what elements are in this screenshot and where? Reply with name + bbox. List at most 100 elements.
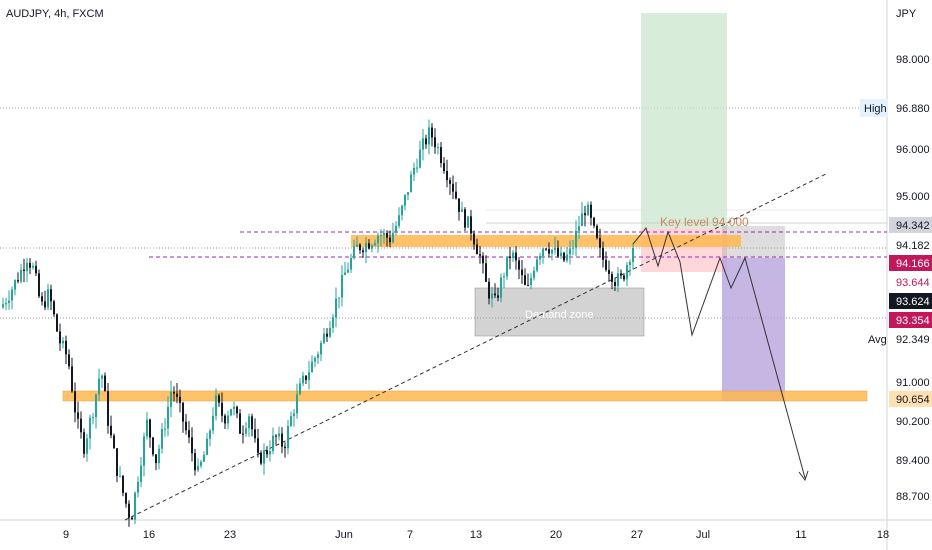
candle-body xyxy=(212,415,214,431)
candle-body xyxy=(290,416,292,427)
time-tick-label: 13 xyxy=(470,529,482,541)
candle-body xyxy=(74,391,76,413)
price-label-value: 94.166 xyxy=(896,258,930,270)
candle-body xyxy=(266,450,268,455)
price-tick-label: 88.700 xyxy=(896,491,930,503)
candle-body xyxy=(407,192,409,195)
candle-body xyxy=(488,281,490,299)
candle-body xyxy=(347,269,349,273)
candle-body xyxy=(14,280,16,290)
candle-body xyxy=(158,448,160,464)
candle-body xyxy=(110,425,112,436)
candle-body xyxy=(572,247,574,249)
candle-body xyxy=(203,454,205,462)
key-level-label: Key level 94.000 xyxy=(660,215,749,229)
candle-body xyxy=(617,273,619,286)
candle-body xyxy=(485,263,487,282)
candle-body xyxy=(236,406,238,414)
time-tick-label: 27 xyxy=(631,529,643,541)
candle-body xyxy=(128,503,130,518)
candle-body xyxy=(221,402,223,416)
price-tick-label: 95.000 xyxy=(896,191,930,203)
candle-body xyxy=(437,147,439,149)
candle-body xyxy=(416,167,418,169)
support-zone[interactable] xyxy=(62,390,868,402)
candle-body xyxy=(41,296,43,302)
demand-zone[interactable] xyxy=(474,287,645,337)
candle-body xyxy=(251,416,253,430)
time-tick-label: Jul xyxy=(696,529,710,541)
candle-body xyxy=(176,393,178,397)
candle-body xyxy=(500,277,502,298)
trendline[interactable] xyxy=(124,172,829,521)
candle-body xyxy=(86,438,88,454)
candle-body xyxy=(2,304,4,308)
candle-body xyxy=(515,252,517,261)
price-axis[interactable]: 98.000 96.000 95.000 91.000 90.200 89.400 88.7… xyxy=(896,54,930,503)
candle-body xyxy=(218,395,220,403)
candle-body xyxy=(125,493,127,504)
price-label-box xyxy=(889,274,932,290)
price-label-value: 93.644 xyxy=(896,277,930,289)
avg-value: 92.349 xyxy=(896,334,930,346)
candle-body xyxy=(59,331,61,344)
candle-body xyxy=(5,303,7,305)
candle-body xyxy=(377,235,379,244)
supply-zone[interactable] xyxy=(351,235,741,247)
candle-body xyxy=(473,233,475,245)
candle-body xyxy=(506,256,508,277)
price-unit: JPY xyxy=(896,8,917,20)
candle-body xyxy=(440,147,442,164)
candle-body xyxy=(542,248,544,256)
short-target-zone[interactable] xyxy=(722,258,785,401)
candle-body xyxy=(107,391,109,426)
candle-body xyxy=(512,252,514,259)
candle-body xyxy=(170,391,172,407)
candle-body xyxy=(563,252,565,261)
candle-body xyxy=(434,137,436,148)
candle-body xyxy=(494,293,496,296)
candle-body xyxy=(299,383,301,395)
candle-body xyxy=(68,354,70,367)
candle-body xyxy=(230,409,232,416)
candle-body xyxy=(194,453,196,471)
candle-body xyxy=(560,252,562,257)
candle-body xyxy=(239,413,241,434)
candle-body xyxy=(317,354,319,358)
candle-body xyxy=(323,333,325,343)
candle-body xyxy=(293,413,295,417)
long-target-zone[interactable] xyxy=(641,13,727,228)
candle-body xyxy=(155,454,157,464)
candle-body xyxy=(620,273,622,276)
candle-body xyxy=(371,245,373,249)
candle-body xyxy=(386,232,388,238)
time-axis[interactable]: 9 16 23 Jun 7 13 20 27 Jul 11 18 xyxy=(63,529,889,541)
candle-body xyxy=(311,361,313,373)
candle-body xyxy=(632,247,634,263)
price-label-value: 94.342 xyxy=(896,220,930,232)
candle-body xyxy=(278,433,280,437)
candle-body xyxy=(509,256,511,259)
candle-body xyxy=(284,446,286,449)
candle-body xyxy=(257,438,259,453)
candle-body xyxy=(344,272,346,275)
long-stop-zone[interactable] xyxy=(641,228,727,272)
candle-body xyxy=(608,269,610,274)
candle-body xyxy=(113,435,115,449)
candle-body xyxy=(593,217,595,226)
candle-body xyxy=(191,437,193,454)
candle-body xyxy=(536,259,538,271)
candle-body xyxy=(101,375,103,379)
candle-body xyxy=(95,394,97,418)
candle-body xyxy=(503,276,505,278)
time-tick-label: 23 xyxy=(224,529,236,541)
candle-body xyxy=(272,435,274,452)
candle-body xyxy=(116,448,118,476)
candle-body xyxy=(380,235,382,237)
candle-body xyxy=(626,265,628,280)
candle-body xyxy=(122,475,124,494)
candle-body xyxy=(224,415,226,424)
projection-path[interactable] xyxy=(632,226,806,479)
candle-body xyxy=(362,250,364,253)
